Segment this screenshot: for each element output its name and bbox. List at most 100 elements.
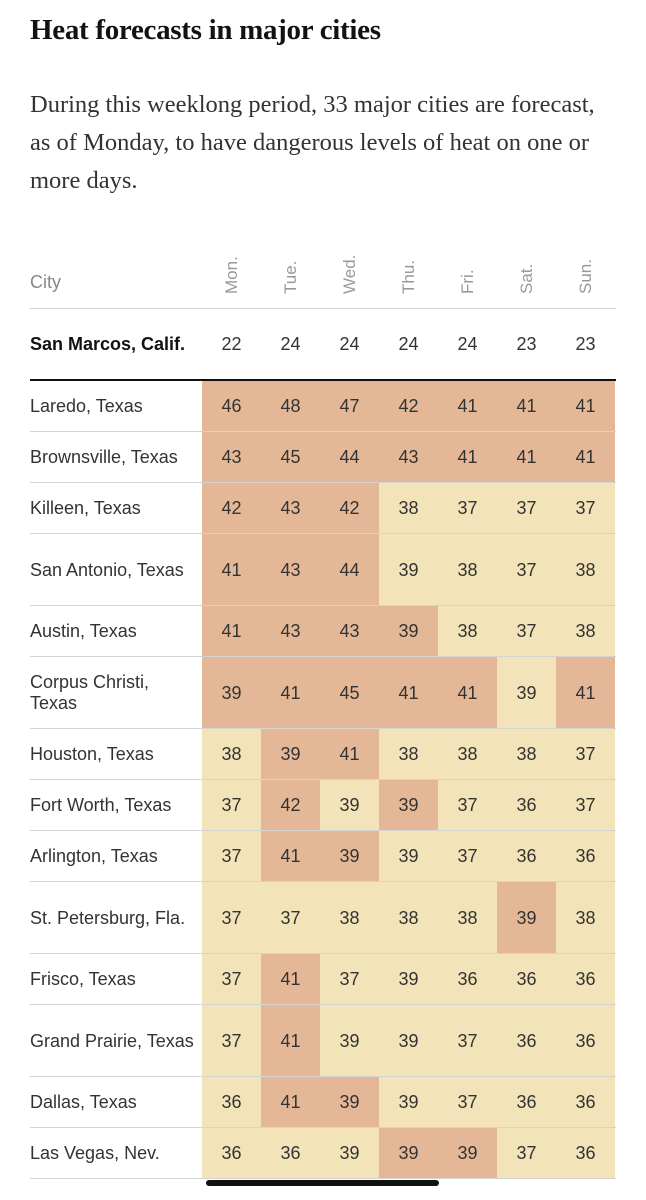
forecast-cell: 39 [379,606,438,657]
city-name: Brownsville, Texas [30,447,178,467]
forecast-cell: 39 [497,882,556,954]
forecast-cell: 38 [438,534,497,606]
forecast-cell: 45 [261,432,320,483]
city-name: St. Petersburg, Fla. [30,907,186,928]
forecast-cell: 41 [379,657,438,729]
forecast-cell: 43 [379,432,438,483]
forecast-cell: 24 [339,334,360,354]
featured-divider [30,379,616,381]
forecast-cell: 37 [438,1077,497,1128]
forecast-cell: 41 [261,1005,320,1077]
city-name: Laredo, Texas [30,396,143,416]
featured-row: San Marcos, Calif. 22 24 24 24 24 23 23 [0,309,646,380]
day-header-tue: Tue. [280,260,300,294]
forecast-cell: 41 [261,1077,320,1128]
table-row: Laredo, Texas 46 48 47 42 41 41 41 [0,381,646,432]
forecast-cell: 39 [379,1077,438,1128]
forecast-cell: 42 [261,780,320,831]
table-row: Killeen, Texas 42 43 42 38 37 37 37 [0,483,646,534]
page-title: Heat forecasts in major cities [30,14,381,46]
table-row: Houston, Texas 38 39 41 38 38 38 37 [0,729,646,780]
row-divider [30,830,616,831]
city-name: San Antonio, Texas [30,559,184,580]
forecast-cell: 41 [556,657,615,729]
city-name: Las Vegas, Nev. [30,1143,160,1163]
forecast-cell: 22 [221,334,242,354]
city-column-header: City [30,272,61,292]
forecast-cell: 37 [497,534,556,606]
table-row: Austin, Texas 41 43 43 39 38 37 38 [0,606,646,657]
forecast-cell: 42 [202,483,261,534]
forecast-cell: 38 [438,882,497,954]
forecast-cell: 37 [202,831,261,882]
row-divider [30,1076,616,1077]
forecast-cell: 39 [379,954,438,1005]
forecast-cell: 41 [438,381,497,432]
forecast-cell: 41 [202,606,261,657]
forecast-cell: 39 [379,1005,438,1077]
table-row: San Antonio, Texas 41 43 44 39 38 37 38 [0,534,646,606]
forecast-cell: 37 [556,780,615,831]
forecast-cell: 36 [497,780,556,831]
forecast-cell: 44 [320,432,379,483]
forecast-cell: 37 [320,954,379,1005]
description: During this weeklong period, 33 major ci… [30,91,595,194]
table-row: Frisco, Texas 37 41 37 39 36 36 36 [0,954,646,1005]
row-divider [30,953,616,954]
row-divider [30,431,616,432]
row-divider [30,779,616,780]
row-divider [30,1178,616,1179]
city-name: Austin, Texas [30,621,137,641]
forecast-cell: 39 [379,534,438,606]
forecast-cell: 24 [398,334,419,354]
city-name: Corpus Christi, Texas [30,672,150,713]
forecast-cell: 39 [379,1128,438,1179]
forecast-cell: 38 [556,606,615,657]
forecast-cell: 23 [575,334,596,354]
row-divider [30,482,616,483]
forecast-cell: 36 [497,1077,556,1128]
city-name: Dallas, Texas [30,1092,137,1112]
forecast-cell: 41 [261,831,320,882]
city-name: Grand Prairie, Texas [30,1030,194,1051]
city-name: Houston, Texas [30,744,154,764]
forecast-cell: 36 [556,1077,615,1128]
forecast-cell: 37 [202,1005,261,1077]
forecast-cell: 48 [261,381,320,432]
forecast-cell: 38 [556,882,615,954]
row-divider [30,656,616,657]
home-indicator[interactable] [206,1180,439,1186]
forecast-cell: 36 [497,831,556,882]
forecast-cell: 41 [320,729,379,780]
row-divider [30,881,616,882]
table-row: Arlington, Texas 37 41 39 39 37 36 36 [0,831,646,882]
table-row: Dallas, Texas 36 41 39 39 37 36 36 [0,1077,646,1128]
city-name: Arlington, Texas [30,846,158,866]
table-row: Brownsville, Texas 43 45 44 43 41 41 41 [0,432,646,483]
forecast-cell: 36 [556,831,615,882]
forecast-cell: 36 [556,1005,615,1077]
forecast-cell: 44 [320,534,379,606]
table-header: City Mon. Tue. Wed. Thu. Fri. Sat. Sun. [0,238,646,308]
forecast-cell: 39 [320,780,379,831]
forecast-cell: 41 [438,657,497,729]
forecast-cell: 24 [280,334,301,354]
forecast-cell: 23 [516,334,537,354]
forecast-cell: 39 [320,1077,379,1128]
row-divider [30,728,616,729]
forecast-cell: 37 [497,483,556,534]
table-row: Fort Worth, Texas 37 42 39 39 37 36 37 [0,780,646,831]
forecast-cell: 42 [379,381,438,432]
forecast-cell: 41 [497,432,556,483]
forecast-cell: 43 [261,606,320,657]
forecast-cell: 38 [320,882,379,954]
forecast-cell: 41 [497,381,556,432]
forecast-cell: 38 [379,882,438,954]
forecast-cell: 36 [497,1005,556,1077]
forecast-cell: 36 [261,1128,320,1179]
forecast-cell: 41 [261,657,320,729]
city-name: San Marcos, Calif. [30,334,186,354]
header-divider [30,308,616,309]
forecast-cell: 41 [261,954,320,1005]
forecast-cell: 38 [438,729,497,780]
